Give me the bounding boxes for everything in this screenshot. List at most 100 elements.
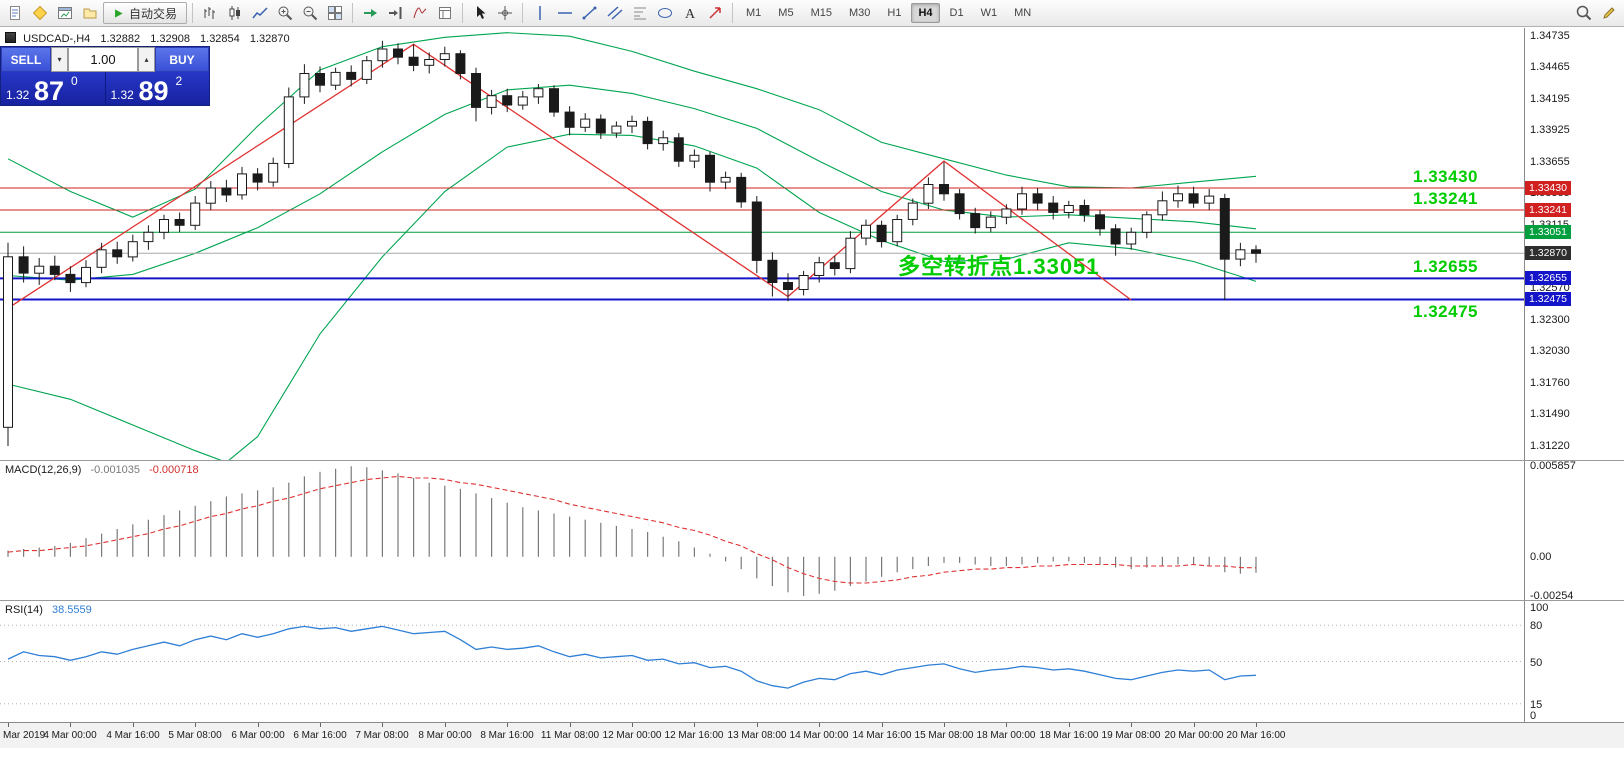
buy-price-base: 1.32 [110, 88, 134, 102]
time-axis-tick [133, 723, 134, 727]
timeframe-h4-button[interactable]: H4 [911, 3, 940, 23]
time-axis[interactable]: Mar 2019 4 Mar 00:00 4 Mar 16:00 5 Mar 08:0… [0, 722, 1624, 748]
rsi-label: RSI(14) [5, 604, 43, 616]
macd-signal-line [7, 475, 1257, 584]
candlestick-chart-icon[interactable] [223, 2, 247, 24]
autotrading-label: 自动交易 [129, 6, 178, 21]
price-tag: 1.32475 [1525, 292, 1571, 306]
price-divider [104, 72, 106, 105]
time-axis-label: Mar 2019 [3, 730, 46, 741]
main-chart[interactable] [0, 28, 1524, 460]
sell-button[interactable]: SELL [1, 47, 51, 72]
time-axis-tick [1131, 723, 1132, 727]
crosshair-icon[interactable] [493, 2, 517, 24]
buy-price-display[interactable]: 1.32 89 2 [105, 72, 209, 106]
time-axis-tick [382, 723, 383, 727]
time-axis-label: 12 Mar 00:00 [602, 730, 662, 741]
bar-chart-icon[interactable] [198, 2, 222, 24]
tile-windows-icon[interactable] [323, 2, 347, 24]
panel-separator[interactable] [0, 600, 1624, 601]
new-order-icon[interactable] [28, 2, 52, 24]
time-axis-tick [1194, 723, 1195, 727]
sell-price-pip: 0 [71, 74, 78, 88]
timeframe-mn-button[interactable]: MN [1007, 3, 1038, 23]
time-axis-tick [320, 723, 321, 727]
timeframe-m1-button[interactable]: M1 [739, 3, 768, 23]
volume-up-button[interactable]: ▴ [138, 47, 155, 72]
sell-price-main: 87 [34, 76, 65, 106]
play-icon [115, 8, 123, 18]
panel-separator[interactable] [0, 460, 1624, 461]
timeframe-h1-button[interactable]: H1 [880, 3, 908, 23]
price-tag: 1.33430 [1525, 181, 1571, 195]
autotrading-button[interactable]: 自动交易 [103, 2, 188, 24]
chart-header: USDCAD-,H4 1.32882 1.32908 1.32854 1.328… [5, 32, 290, 45]
macd-histogram [7, 466, 1257, 596]
vertical-line-icon[interactable] [528, 2, 552, 24]
bollinger-upper-band [7, 32, 1257, 218]
rsi-value: 38.5559 [51, 604, 92, 616]
price-axis[interactable]: 1.347351.344651.341951.339251.336551.333… [1524, 28, 1624, 722]
zoom-in-icon[interactable] [273, 2, 297, 24]
toolbar-separator [732, 3, 734, 23]
toolbar-separator [522, 3, 524, 23]
time-axis-tick [195, 723, 196, 727]
one-click-trading-panel: SELL ▾ ▴ BUY 1.32 87 0 1.32 89 2 [0, 46, 210, 106]
shapes-icon[interactable] [653, 2, 677, 24]
time-axis-tick [944, 723, 945, 727]
channel-icon[interactable] [603, 2, 627, 24]
arrows-icon[interactable] [703, 2, 727, 24]
rsi-axis-label: 50 [1530, 657, 1543, 669]
rsi-panel[interactable] [0, 601, 1524, 722]
timeframe-m15-button[interactable]: M15 [804, 3, 839, 23]
sell-price-display[interactable]: 1.32 87 0 [1, 72, 105, 106]
time-axis-label: 8 Mar 00:00 [418, 730, 472, 741]
text-icon[interactable]: A [678, 2, 702, 24]
ohlc-open: 1.32882 [100, 33, 141, 45]
buy-button[interactable]: BUY [155, 47, 209, 72]
edit-icon[interactable] [1597, 2, 1621, 24]
time-axis-tick [70, 723, 71, 727]
chart-shift-icon[interactable] [383, 2, 407, 24]
price-axis-label: 1.31220 [1530, 440, 1570, 452]
zoom-out-icon[interactable] [298, 2, 322, 24]
macd-label: MACD(12,26,9) [5, 464, 82, 476]
time-axis-label: 19 Mar 08:00 [1101, 730, 1161, 741]
buy-price-main: 89 [138, 76, 169, 106]
search-icon[interactable] [1572, 2, 1596, 24]
time-axis-tick [882, 723, 883, 727]
auto-scroll-icon[interactable] [358, 2, 382, 24]
trendline-icon[interactable] [578, 2, 602, 24]
timeframe-d1-button[interactable]: D1 [943, 3, 971, 23]
trade-panel-controls: SELL ▾ ▴ BUY [1, 47, 209, 72]
line-chart-icon[interactable] [248, 2, 272, 24]
time-axis-tick [258, 723, 259, 727]
time-axis-tick [507, 723, 508, 727]
time-axis-tick [632, 723, 633, 727]
time-axis-label: 20 Mar 00:00 [1164, 730, 1224, 741]
indicators-icon[interactable] [408, 2, 432, 24]
toolbar-separator [192, 3, 194, 23]
cursor-icon[interactable] [468, 2, 492, 24]
fibonacci-icon[interactable] [628, 2, 652, 24]
chart-window-icon[interactable] [53, 2, 77, 24]
profiles-icon[interactable] [78, 2, 102, 24]
volume-down-button[interactable]: ▾ [51, 47, 68, 72]
price-axis-label: 1.34195 [1530, 93, 1570, 105]
templates-icon[interactable] [433, 2, 457, 24]
sell-price-base: 1.32 [6, 88, 30, 102]
time-axis-tick [1006, 723, 1007, 727]
bollinger-lower-band [7, 133, 1257, 460]
candles-layer [3, 40, 1261, 446]
timeframe-w1-button[interactable]: W1 [974, 3, 1005, 23]
time-axis-label: 18 Mar 16:00 [1039, 730, 1099, 741]
timeframe-m30-button[interactable]: M30 [842, 3, 877, 23]
time-axis-tick [1256, 723, 1257, 727]
volume-input[interactable] [68, 47, 138, 72]
macd-axis-label: 0.005857 [1530, 460, 1576, 472]
order-ticket-icon[interactable] [3, 2, 27, 24]
horizontal-line-icon[interactable] [553, 2, 577, 24]
time-axis-tick [757, 723, 758, 727]
timeframe-m5-button[interactable]: M5 [771, 3, 800, 23]
macd-panel[interactable] [0, 461, 1524, 600]
